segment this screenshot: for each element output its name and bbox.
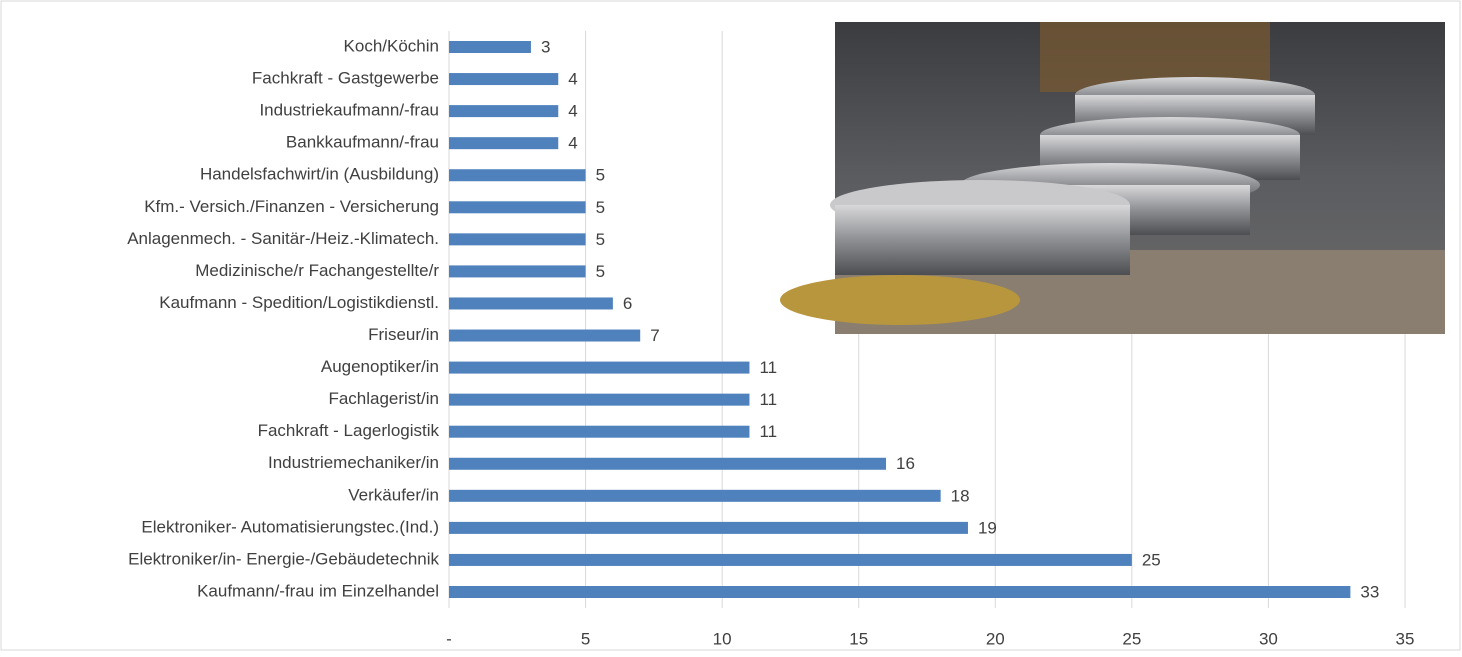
bar bbox=[449, 457, 887, 470]
x-tick-label: 35 bbox=[1396, 629, 1415, 648]
y-tick-label: Fachkraft - Lagerlogistik bbox=[258, 421, 440, 440]
y-tick-label: Elektroniker/in- Energie-/Gebäudetechnik bbox=[128, 549, 439, 568]
y-tick-label: Friseur/in bbox=[368, 325, 439, 344]
bar bbox=[449, 553, 1132, 566]
value-label: 16 bbox=[896, 454, 915, 473]
y-tick-label: Handelsfachwirt/in (Ausbildung) bbox=[200, 165, 439, 184]
x-tick-label: 10 bbox=[713, 629, 732, 648]
value-label: 33 bbox=[1360, 582, 1379, 601]
photo-ring bbox=[780, 275, 1020, 325]
bar bbox=[449, 73, 559, 86]
value-label: 5 bbox=[596, 198, 605, 217]
photo bbox=[780, 22, 1445, 334]
value-label: 7 bbox=[650, 326, 659, 345]
y-tick-label: Elektroniker- Automatisierungstec.(Ind.) bbox=[141, 517, 439, 536]
value-label: 4 bbox=[568, 134, 577, 153]
value-label: 19 bbox=[978, 518, 997, 537]
bar bbox=[449, 41, 531, 53]
value-label: 4 bbox=[568, 70, 577, 89]
value-label: 4 bbox=[568, 102, 577, 121]
value-label: 11 bbox=[759, 390, 777, 409]
bar bbox=[449, 201, 586, 214]
labels: - 5 10 15 20 25 30 35 Koch/Köchin 3 Fachkraft - Ga… bbox=[127, 36, 1414, 648]
y-tick-label: Medizinische/r Fachangestellte/r bbox=[195, 261, 439, 280]
value-label: 25 bbox=[1142, 550, 1161, 569]
value-label: 3 bbox=[541, 37, 550, 56]
x-tick-label: 30 bbox=[1259, 629, 1278, 648]
bar bbox=[449, 393, 750, 406]
y-tick-label: Kaufmann - Spedition/Logistikdienstl. bbox=[159, 293, 439, 312]
y-tick-label: Koch/Köchin bbox=[344, 36, 439, 55]
y-tick-label: Fachkraft - Gastgewerbe bbox=[252, 69, 439, 88]
bar bbox=[449, 361, 750, 374]
y-tick-label: Kaufmann/-frau im Einzelhandel bbox=[197, 581, 439, 600]
bar bbox=[449, 105, 559, 118]
y-tick-label: Kfm.- Versich./Finanzen - Versicherung bbox=[144, 197, 439, 216]
bar bbox=[449, 265, 586, 278]
bar bbox=[449, 233, 586, 246]
bar bbox=[449, 425, 750, 438]
y-tick-label: Bankkaufmann/-frau bbox=[286, 133, 439, 152]
bar bbox=[449, 329, 641, 342]
bar bbox=[449, 169, 586, 182]
value-label: 5 bbox=[596, 166, 605, 185]
bar bbox=[449, 137, 559, 150]
value-label: 11 bbox=[759, 422, 777, 441]
value-label: 5 bbox=[596, 262, 605, 281]
x-tick-label: 20 bbox=[986, 629, 1005, 648]
x-tick-label: 5 bbox=[581, 629, 590, 648]
value-label: 5 bbox=[596, 230, 605, 249]
bar bbox=[449, 521, 968, 534]
y-tick-label: Anlagenmech. - Sanitär-/Heiz.-Klimatech. bbox=[127, 229, 439, 248]
bar bbox=[449, 297, 613, 310]
y-tick-label: Industriemechaniker/in bbox=[268, 453, 439, 472]
y-tick-label: Verkäufer/in bbox=[348, 485, 439, 504]
value-label: 11 bbox=[759, 358, 777, 377]
y-tick-label: Augenoptiker/in bbox=[321, 357, 439, 376]
value-label: 6 bbox=[623, 294, 632, 313]
x-tick-label: 25 bbox=[1122, 629, 1141, 648]
x-tick-label: 15 bbox=[849, 629, 868, 648]
value-label: 18 bbox=[951, 486, 970, 505]
x-tick-label: - bbox=[446, 629, 452, 648]
bar bbox=[449, 586, 1351, 598]
bar bbox=[449, 489, 941, 502]
photo-ring bbox=[835, 205, 1130, 275]
bars bbox=[449, 41, 1351, 598]
y-tick-label: Fachlagerist/in bbox=[328, 389, 439, 408]
y-tick-label: Industriekaufmann/-frau bbox=[259, 101, 439, 120]
